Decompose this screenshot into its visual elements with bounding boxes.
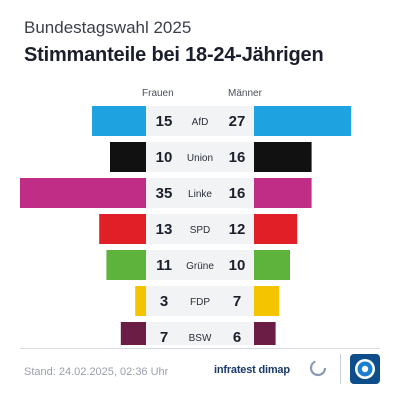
value-frauen: 15 bbox=[156, 113, 173, 130]
butterfly-bar-chart: 15 AfD 27 10 Union 16 35 Linke 16 13 SPD 12 11 Grüne 1… bbox=[20, 106, 352, 345]
party-label: BSW bbox=[189, 333, 212, 344]
tagesschau-logo-icon bbox=[350, 354, 380, 384]
party-label: Grüne bbox=[186, 261, 214, 272]
value-maenner: 10 bbox=[229, 257, 246, 274]
bar-maenner-spd bbox=[254, 214, 298, 244]
value-maenner: 16 bbox=[229, 149, 246, 166]
bar-frauen-bsw bbox=[120, 322, 146, 345]
row-background bbox=[146, 322, 254, 345]
infratest-dimap-mark-icon bbox=[309, 359, 327, 377]
value-frauen: 10 bbox=[156, 149, 173, 166]
bar-frauen-linke bbox=[20, 178, 146, 208]
bar-maenner-afd bbox=[254, 106, 352, 136]
bar-maenner-fdp bbox=[254, 286, 280, 316]
bar-frauen-afd bbox=[92, 106, 146, 136]
value-maenner: 27 bbox=[229, 113, 246, 130]
party-label: Linke bbox=[188, 189, 212, 200]
value-frauen: 3 bbox=[160, 293, 168, 310]
chart-title: Stimmanteile bei 18-24-Jährigen bbox=[24, 44, 324, 66]
party-label: FDP bbox=[190, 297, 210, 308]
value-frauen: 35 bbox=[156, 185, 173, 202]
legend-maenner: Männer bbox=[228, 88, 262, 99]
bar-maenner-union bbox=[254, 142, 312, 172]
row-background bbox=[146, 178, 254, 208]
bar-frauen-union bbox=[110, 142, 146, 172]
party-label: Union bbox=[187, 153, 213, 164]
value-maenner: 16 bbox=[229, 185, 246, 202]
bar-maenner-linke bbox=[254, 178, 312, 208]
timestamp: Stand: 24.02.2025, 02:36 Uhr bbox=[24, 366, 169, 378]
bar-maenner-bsw bbox=[254, 322, 276, 345]
value-maenner: 12 bbox=[229, 221, 246, 238]
bar-frauen-fdp bbox=[135, 286, 146, 316]
party-label: AfD bbox=[192, 117, 209, 128]
value-maenner: 6 bbox=[233, 329, 241, 345]
chart-supertitle: Bundestagswahl 2025 bbox=[24, 18, 192, 37]
footer-separator bbox=[340, 354, 341, 384]
bar-frauen-grüne bbox=[106, 250, 146, 280]
footer-divider bbox=[20, 348, 380, 349]
bar-frauen-spd bbox=[99, 214, 146, 244]
legend-frauen: Frauen bbox=[142, 88, 174, 99]
party-label: SPD bbox=[190, 225, 211, 236]
row-background bbox=[146, 142, 254, 172]
row-background bbox=[146, 286, 254, 316]
row-background bbox=[146, 106, 254, 136]
value-maenner: 7 bbox=[233, 293, 241, 310]
source-brand: infratest dimap bbox=[214, 364, 290, 376]
value-frauen: 11 bbox=[156, 257, 172, 274]
value-frauen: 7 bbox=[160, 329, 168, 345]
row-background bbox=[146, 214, 254, 244]
bar-maenner-grüne bbox=[254, 250, 290, 280]
row-background bbox=[146, 250, 254, 280]
value-frauen: 13 bbox=[156, 221, 173, 238]
